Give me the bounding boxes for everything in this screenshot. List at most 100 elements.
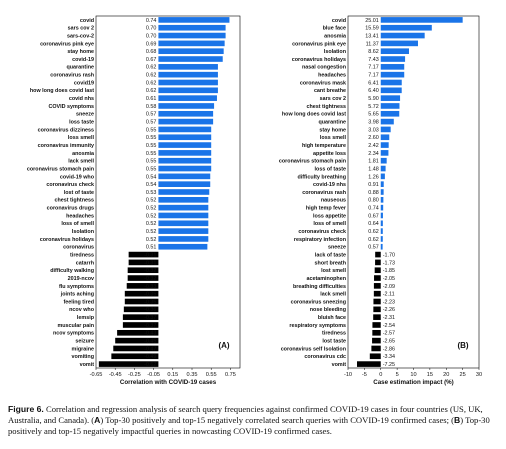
value-label: -0.37 <box>144 323 156 329</box>
value-label: -2.57 <box>383 331 395 337</box>
panel-letter: (A) <box>218 341 229 350</box>
bar <box>380 134 390 141</box>
bar <box>158 64 218 70</box>
value-label: 5.90 <box>368 96 379 102</box>
bar <box>158 142 212 148</box>
value-label: 0.54 <box>146 174 157 180</box>
bar <box>115 337 159 344</box>
value-label: 3.98 <box>368 120 379 126</box>
value-label: 0.67 <box>146 57 157 63</box>
value-label: 5.65 <box>368 112 379 118</box>
value-label: 0.57 <box>146 120 157 126</box>
value-label: 0.53 <box>146 190 157 196</box>
value-label: 0.62 <box>146 88 157 94</box>
bar <box>380 181 384 187</box>
value-label: 1.26 <box>368 174 379 180</box>
bar <box>380 228 383 234</box>
bar <box>158 48 224 55</box>
value-label: 0.69 <box>146 41 157 47</box>
bar <box>372 329 381 336</box>
value-label: 0.91 <box>368 182 379 188</box>
bar <box>380 189 384 195</box>
value-label: -0.35 <box>144 292 156 298</box>
x-axis-title: Correlation with COVID-19 cases <box>120 379 217 386</box>
bar <box>380 126 391 133</box>
query-label: covid19 <box>74 80 94 86</box>
query-label: lost of taste <box>64 190 94 196</box>
value-label: -2.65 <box>383 339 395 345</box>
value-label: 2.34 <box>368 151 379 157</box>
value-label: -0.32 <box>144 268 156 274</box>
bar <box>158 228 209 234</box>
query-label: lack smell <box>68 159 94 165</box>
x-axis-title: Case estimation impact (%) <box>373 379 453 386</box>
query-label: sars cov 2 <box>320 96 346 102</box>
query-label: vomit <box>80 362 95 368</box>
query-label: vomit <box>332 362 347 368</box>
query-label: high temperature <box>302 143 346 149</box>
bar <box>373 314 381 320</box>
value-label: 0.74 <box>368 206 379 212</box>
query-label: ncov who <box>69 307 95 313</box>
value-label: 13.41 <box>365 33 379 39</box>
bar <box>380 173 385 180</box>
x-tick-label: 20 <box>443 372 449 378</box>
bar <box>373 306 381 313</box>
bar <box>380 87 402 94</box>
bar <box>158 95 217 101</box>
query-label: stay home <box>319 127 346 133</box>
query-label: coronavirus holidays <box>40 237 94 243</box>
query-label: covid <box>332 18 346 24</box>
query-label: sars-cov-2 <box>67 33 94 39</box>
bar <box>380 150 389 156</box>
bar <box>158 87 218 94</box>
value-label: 5.72 <box>368 104 379 110</box>
bar <box>380 157 387 164</box>
x-tick-label: -10 <box>344 372 352 378</box>
query-label: Isolation <box>72 229 94 235</box>
bar <box>380 32 425 39</box>
bar <box>111 353 159 360</box>
value-label: 0.62 <box>146 65 157 71</box>
query-label: short breath <box>315 260 346 266</box>
value-label: 0.68 <box>146 49 157 55</box>
query-label: nasal congestion <box>302 65 346 71</box>
query-label: quarantine <box>66 65 94 71</box>
bar <box>128 259 159 266</box>
bar <box>380 103 400 109</box>
bar <box>380 220 383 227</box>
value-label: -0.31 <box>144 252 156 258</box>
value-label: -2.31 <box>383 315 395 321</box>
value-label: -7.25 <box>383 362 395 368</box>
bar <box>158 165 212 172</box>
bar <box>158 134 212 141</box>
value-label: -0.45 <box>144 339 156 345</box>
value-label: 0.55 <box>146 151 157 157</box>
value-label: -0.47 <box>144 346 156 352</box>
plot-frame <box>95 15 241 369</box>
value-label: -0.31 <box>144 260 156 266</box>
query-label: anosmia <box>324 33 347 39</box>
panel-letter: (B) <box>457 341 468 350</box>
bar <box>357 361 381 367</box>
bar <box>373 298 381 305</box>
value-label: 0.52 <box>146 221 157 227</box>
value-label: 2.60 <box>368 135 379 141</box>
query-label: respiratory infection <box>294 237 346 243</box>
bar <box>380 212 383 219</box>
x-tick-label: -5 <box>362 372 367 378</box>
value-label: -3.34 <box>383 354 395 360</box>
caption-letter-b: B <box>454 415 461 425</box>
query-label: chest tightness <box>54 198 94 204</box>
query-label: coronavirus rash <box>302 190 346 196</box>
bar <box>380 110 400 117</box>
bar <box>380 236 383 242</box>
caption-label: Figure 6. <box>8 404 44 414</box>
value-label: 0.52 <box>146 198 157 204</box>
query-label: loss of smell <box>61 221 94 227</box>
query-label: sneeze <box>328 245 346 251</box>
value-label: 7.17 <box>368 73 379 79</box>
value-label: 0.62 <box>146 73 157 79</box>
query-label: 2019-ncov <box>68 276 94 282</box>
bar <box>113 345 159 352</box>
